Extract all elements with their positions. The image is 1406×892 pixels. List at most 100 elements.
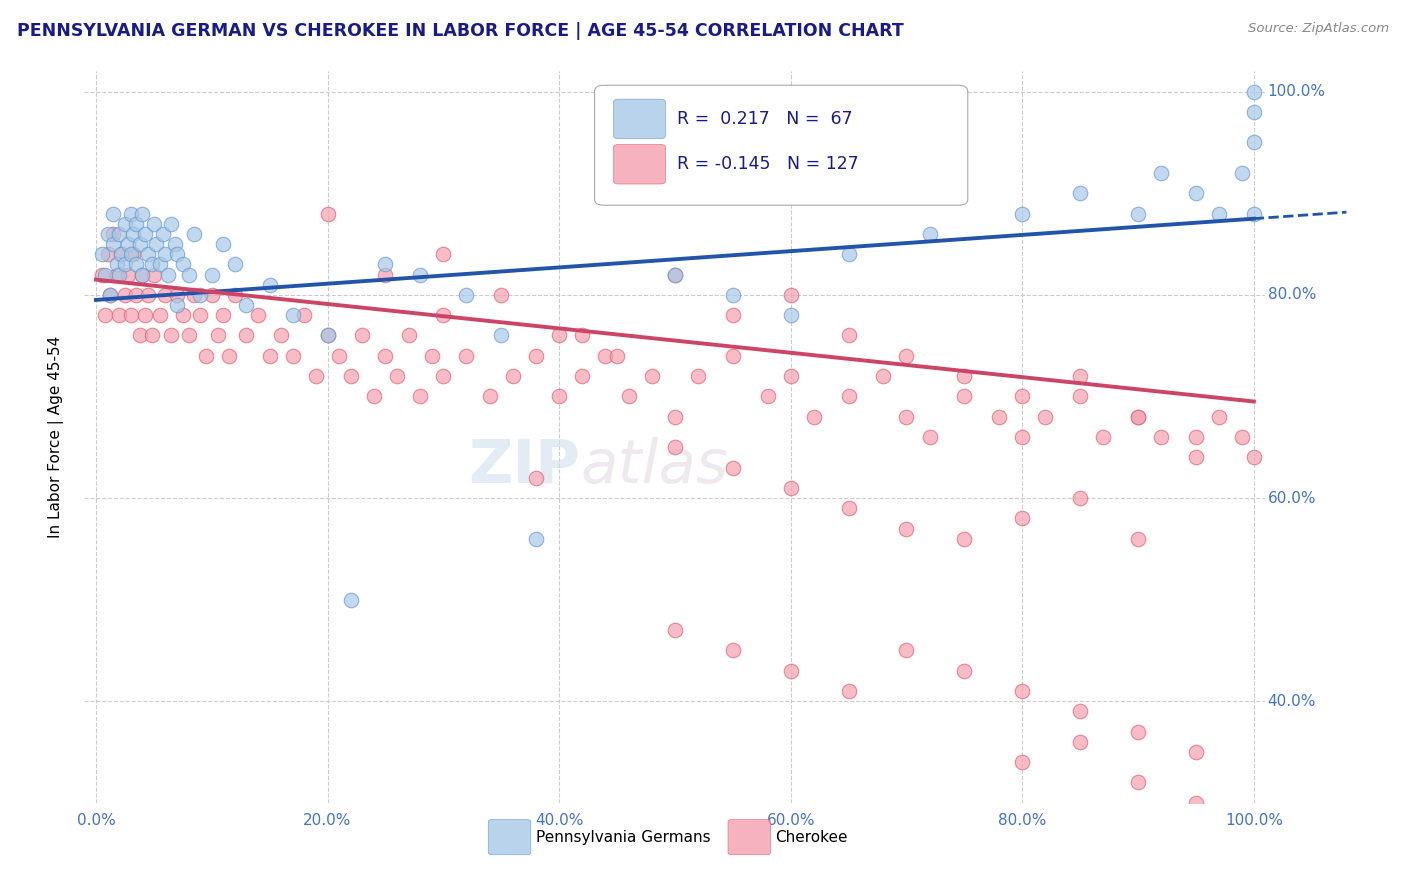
Text: R = -0.145   N = 127: R = -0.145 N = 127 [678,155,859,173]
Point [201,268,224,282]
Point [779,369,801,384]
Point [103,237,125,252]
Point [664,409,686,424]
Point [247,308,270,322]
Point [1208,409,1230,424]
Point [201,288,224,302]
Point [145,237,167,252]
Text: atlas: atlas [581,437,728,496]
Point [664,268,686,282]
Point [363,389,385,403]
Point [281,308,304,322]
Text: Pennsylvania Germans: Pennsylvania Germans [536,830,710,845]
Point [166,288,188,302]
Point [166,247,188,261]
Point [571,328,593,343]
Point [224,288,246,302]
Point [606,349,628,363]
Point [432,247,454,261]
Point [129,328,152,343]
Point [352,328,374,343]
Point [188,288,211,302]
Y-axis label: In Labor Force | Age 45-54: In Labor Force | Age 45-54 [48,336,63,538]
Point [803,409,825,424]
Point [838,501,860,516]
Point [131,268,153,282]
Point [838,328,860,343]
Point [156,268,179,282]
Point [105,257,128,271]
Point [1126,724,1149,739]
Point [194,349,217,363]
Point [1092,430,1115,444]
Point [524,532,547,546]
Point [838,684,860,698]
Point [686,369,709,384]
Point [125,217,148,231]
Point [524,471,547,485]
Point [183,288,205,302]
Point [136,247,159,261]
FancyBboxPatch shape [613,99,665,138]
Point [1150,430,1173,444]
Point [1035,409,1057,424]
Point [235,328,257,343]
Point [1243,85,1265,99]
Point [548,389,571,403]
Point [1208,206,1230,220]
Point [98,288,121,302]
Point [779,481,801,495]
Point [141,257,163,271]
Point [953,369,976,384]
Point [988,409,1011,424]
Point [94,308,117,322]
Point [1011,684,1033,698]
Point [105,268,128,282]
Point [838,247,860,261]
Point [270,328,292,343]
Point [142,268,165,282]
Point [896,521,918,535]
FancyBboxPatch shape [728,820,770,855]
Point [259,277,281,292]
Point [896,643,918,657]
Point [122,227,145,241]
Text: 100.0%: 100.0% [1268,84,1326,99]
Point [177,328,200,343]
Point [316,328,339,343]
Point [524,349,547,363]
Point [374,257,396,271]
Point [420,349,443,363]
Point [664,623,686,637]
Point [155,288,177,302]
Point [1069,704,1091,718]
Point [160,217,183,231]
Point [172,308,194,322]
Point [721,288,744,302]
Point [103,227,125,241]
Point [152,227,174,241]
Point [721,643,744,657]
Point [489,328,512,343]
Point [141,328,163,343]
Point [110,247,132,261]
Point [1150,166,1173,180]
Point [1185,796,1208,810]
Point [281,349,304,363]
Point [456,288,478,302]
Point [149,308,172,322]
Point [1126,409,1149,424]
Point [374,268,396,282]
Point [953,389,976,403]
Point [721,308,744,322]
Point [1126,775,1149,789]
Point [1232,430,1254,444]
Point [114,217,136,231]
Point [316,206,339,220]
Point [120,247,142,261]
Point [160,328,183,343]
Point [1185,430,1208,444]
Point [120,206,142,220]
Point [134,308,156,322]
Text: Cherokee: Cherokee [775,830,848,845]
